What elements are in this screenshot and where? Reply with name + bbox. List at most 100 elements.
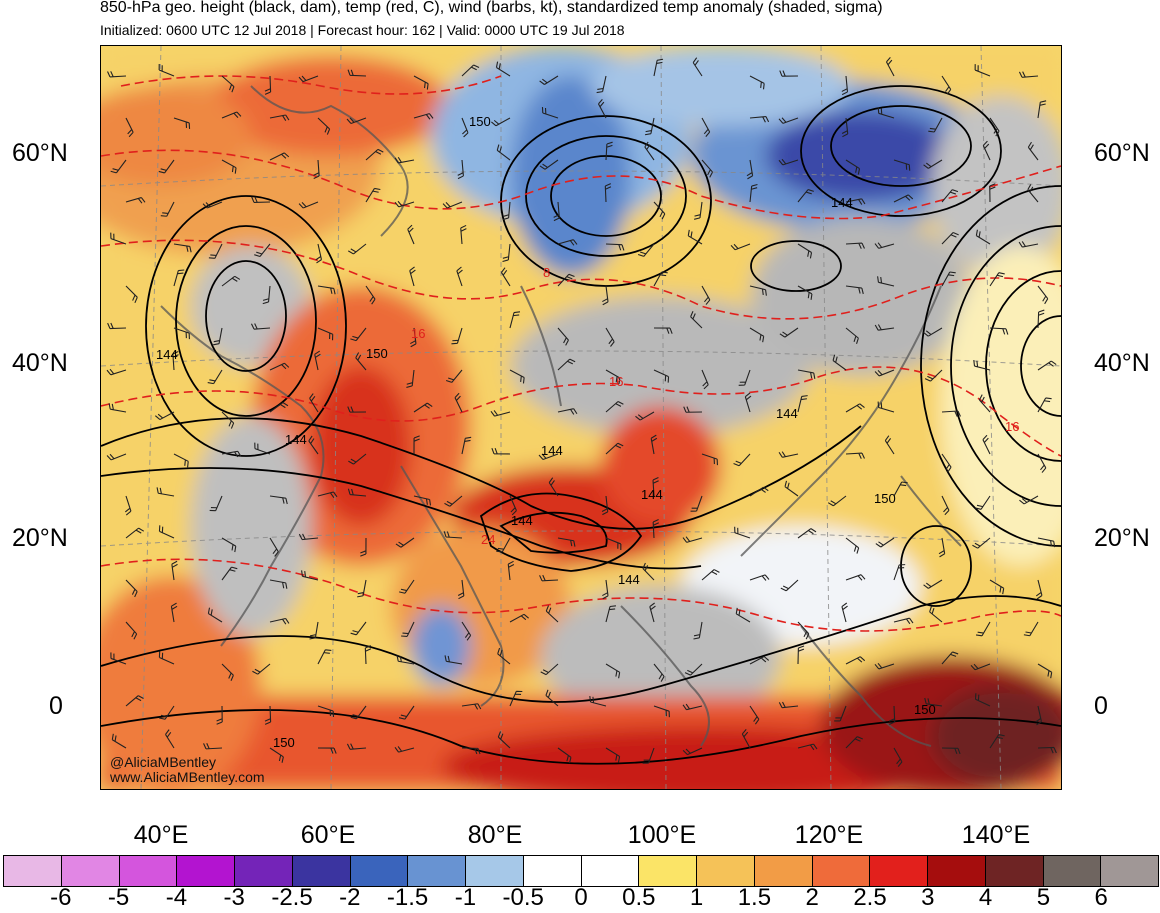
- wind-barb: [893, 194, 914, 203]
- wind-barb: [456, 266, 463, 287]
- wind-barb: [396, 655, 415, 665]
- wind-barb: [989, 327, 1009, 335]
- wind-barb: [701, 117, 711, 137]
- wind-barb: [254, 442, 271, 455]
- wind-barb: [315, 243, 323, 264]
- wind-barb: [735, 607, 751, 623]
- wind-barb: [650, 434, 658, 455]
- lon-label-100e: 100°E: [627, 821, 697, 849]
- wind-barb: [364, 645, 372, 665]
- wind-barb: [778, 117, 799, 124]
- wind-barb: [845, 537, 860, 554]
- wind-barb: [557, 747, 572, 764]
- wind-barb: [888, 705, 896, 725]
- colorbar-tick-label: 1: [689, 884, 704, 911]
- colorbar-tick-label: -5: [107, 884, 130, 911]
- wind-barb: [254, 243, 271, 258]
- wind-barb: [347, 488, 367, 497]
- subtitle: Initialized: 0600 UTC 12 Jul 2018 | Fore…: [100, 22, 625, 38]
- height-label: 144: [641, 487, 663, 502]
- colorbar-tick-label: -4: [165, 884, 188, 911]
- lat-label-40n-left: 40°N: [12, 349, 68, 377]
- wind-barb: [106, 453, 127, 461]
- wind-barb: [461, 703, 482, 710]
- wind-barb: [347, 69, 367, 77]
- wind-barb: [509, 690, 523, 707]
- wind-barb: [652, 519, 660, 539]
- wind-barb: [357, 579, 367, 598]
- wind-barb: [173, 243, 192, 253]
- height-label: 150: [366, 346, 388, 361]
- wind-barb: [539, 75, 559, 85]
- wind-barb: [413, 402, 433, 413]
- wind-barb: [602, 579, 609, 600]
- wind-barb: [346, 117, 367, 125]
- wind-barb: [596, 75, 607, 94]
- wind-barb: [989, 272, 1005, 287]
- wind-barb: [540, 663, 559, 676]
- colorbar-swatch: [1101, 856, 1158, 886]
- wind-barb: [491, 447, 511, 455]
- wind-barb: [309, 393, 319, 413]
- height-label: 144: [156, 347, 178, 362]
- wind-barb: [644, 117, 655, 136]
- wind-barb: [108, 403, 127, 413]
- wind-barb: [507, 560, 515, 581]
- wind-barb: [652, 477, 659, 497]
- wind-barb: [461, 436, 472, 455]
- wind-barb: [407, 224, 415, 245]
- colorbar-tick-label: -2: [339, 884, 361, 911]
- wind-barb: [1037, 746, 1057, 754]
- wind-barb: [107, 71, 127, 78]
- wind-barb: [974, 693, 991, 707]
- wind-barb: [1018, 71, 1039, 78]
- wind-barb: [490, 410, 511, 417]
- wind-barb: [597, 98, 607, 119]
- wind-barb: [350, 705, 367, 720]
- wind-barb: [269, 152, 290, 161]
- wind-barb: [797, 621, 810, 640]
- temp-contours: [101, 75, 1061, 632]
- wind-barb: [845, 242, 865, 249]
- wind-barb: [893, 564, 906, 581]
- wind-barb: [1037, 285, 1049, 305]
- lat-label-20n-right: 20°N: [1094, 524, 1150, 552]
- wind-barb: [553, 201, 560, 222]
- wind-barb: [557, 239, 578, 246]
- wind-barb: [365, 148, 384, 161]
- wind-barb: [694, 201, 703, 220]
- wind-barb: [298, 533, 319, 541]
- wind-barb: [701, 453, 718, 466]
- wind-barb: [269, 402, 289, 413]
- colorbar-tick-label: -1.5: [386, 884, 429, 911]
- credit-handle: @AliciaMBentley: [110, 754, 217, 770]
- wind-barb: [841, 602, 848, 623]
- wind-barb: [884, 435, 895, 455]
- wind-barb: [394, 156, 415, 164]
- wind-barb: [461, 64, 480, 77]
- wind-barb: [269, 747, 284, 763]
- colorbar-swatch: [870, 856, 928, 886]
- wind-barb: [649, 602, 656, 623]
- wind-barb: [989, 579, 1005, 595]
- wind-barb: [399, 579, 415, 594]
- wind-barb: [1037, 453, 1047, 473]
- wind-barb: [779, 327, 799, 338]
- colorbar-tick-label: -6: [50, 884, 72, 911]
- wind-barb: [589, 695, 607, 707]
- wind-barb: [778, 451, 799, 458]
- wind-barb: [875, 537, 895, 548]
- wind-barb: [923, 327, 943, 337]
- wind-barb: [744, 392, 752, 413]
- wind-barb: [893, 159, 911, 171]
- wind-barb: [509, 311, 521, 329]
- wind-barb: [125, 197, 146, 204]
- wind-barb: [928, 117, 943, 133]
- wind-barb: [443, 531, 463, 539]
- colorbar-swatch: [523, 856, 582, 886]
- wind-barb: [313, 159, 320, 180]
- wind-barb: [160, 201, 175, 217]
- colorbar-swatch: [61, 856, 120, 886]
- wind-barb: [845, 403, 865, 413]
- wind-barb: [156, 487, 175, 497]
